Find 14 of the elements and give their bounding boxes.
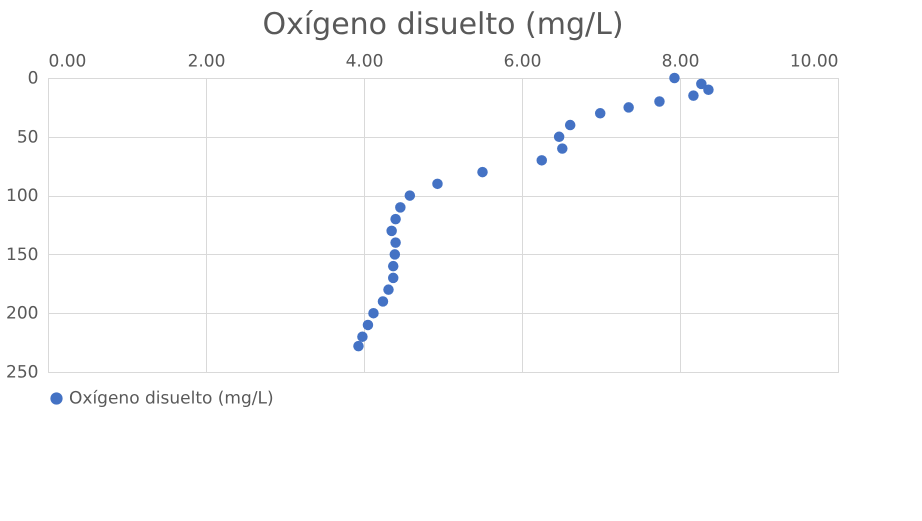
y-tick-label: 50 [16,127,38,148]
x-tick-label: 6.00 [504,52,542,72]
x-tick-label: 2.00 [188,52,226,72]
x-tick-label: 4.00 [346,52,384,72]
y-tick-label: 100 [6,186,38,206]
y-tick-label: 0 [28,68,38,88]
x-tick-label: 0.00 [48,52,86,72]
y-tick-label: 200 [6,304,38,324]
x-tick-label: 10.00 [790,52,838,72]
legend-label: Oxígeno disuelto (mg/L) [69,388,274,408]
y-tick-label: 150 [6,244,38,265]
chart-title: Oxígeno disuelto (mg/L) [262,7,624,42]
y-tick-label: 250 [6,362,38,382]
x-tick-label: 8.00 [662,52,700,72]
